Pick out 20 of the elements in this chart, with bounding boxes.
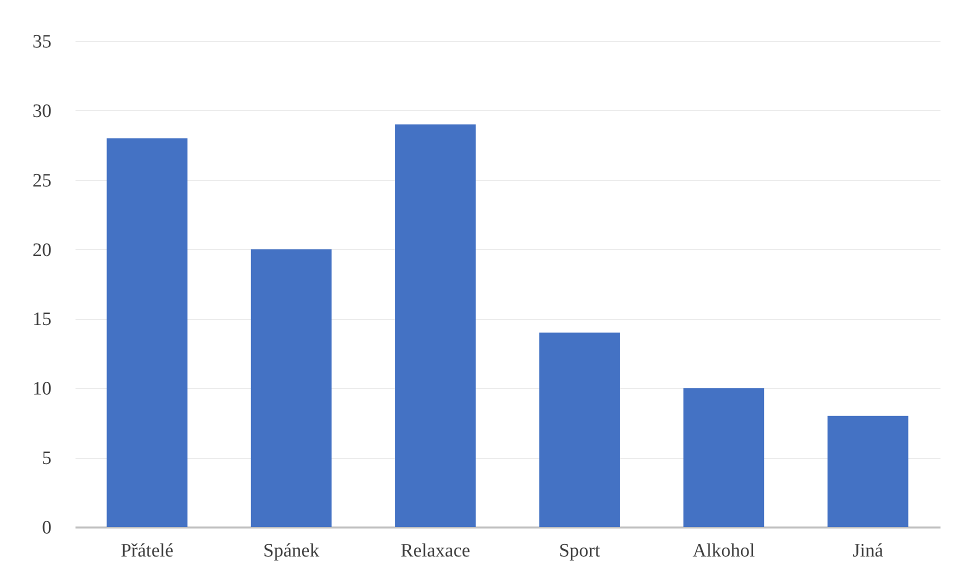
y-tick-label: 25 bbox=[32, 170, 52, 192]
bar bbox=[395, 124, 476, 527]
bar bbox=[683, 388, 764, 527]
bar bbox=[106, 138, 188, 527]
bar bbox=[828, 416, 908, 527]
y-tick-label: 20 bbox=[32, 240, 52, 261]
x-tick-label: Jiná bbox=[852, 540, 884, 562]
bar bbox=[539, 332, 620, 527]
y-tick-label: 35 bbox=[32, 32, 52, 52]
x-tick-label: Relaxace bbox=[400, 540, 470, 562]
x-tick-label: Alkohol bbox=[692, 540, 755, 562]
y-tick-label: 5 bbox=[42, 448, 52, 470]
x-tick-label: Spánek bbox=[263, 540, 320, 562]
y-tick-label: 15 bbox=[32, 309, 52, 330]
y-tick-label: 10 bbox=[32, 378, 52, 400]
y-tick-label: 0 bbox=[42, 518, 52, 538]
x-tick-label: Přátelé bbox=[120, 540, 174, 562]
y-tick-label: 30 bbox=[32, 100, 52, 122]
x-tick-label: Sport bbox=[558, 540, 601, 562]
bar bbox=[250, 249, 332, 527]
